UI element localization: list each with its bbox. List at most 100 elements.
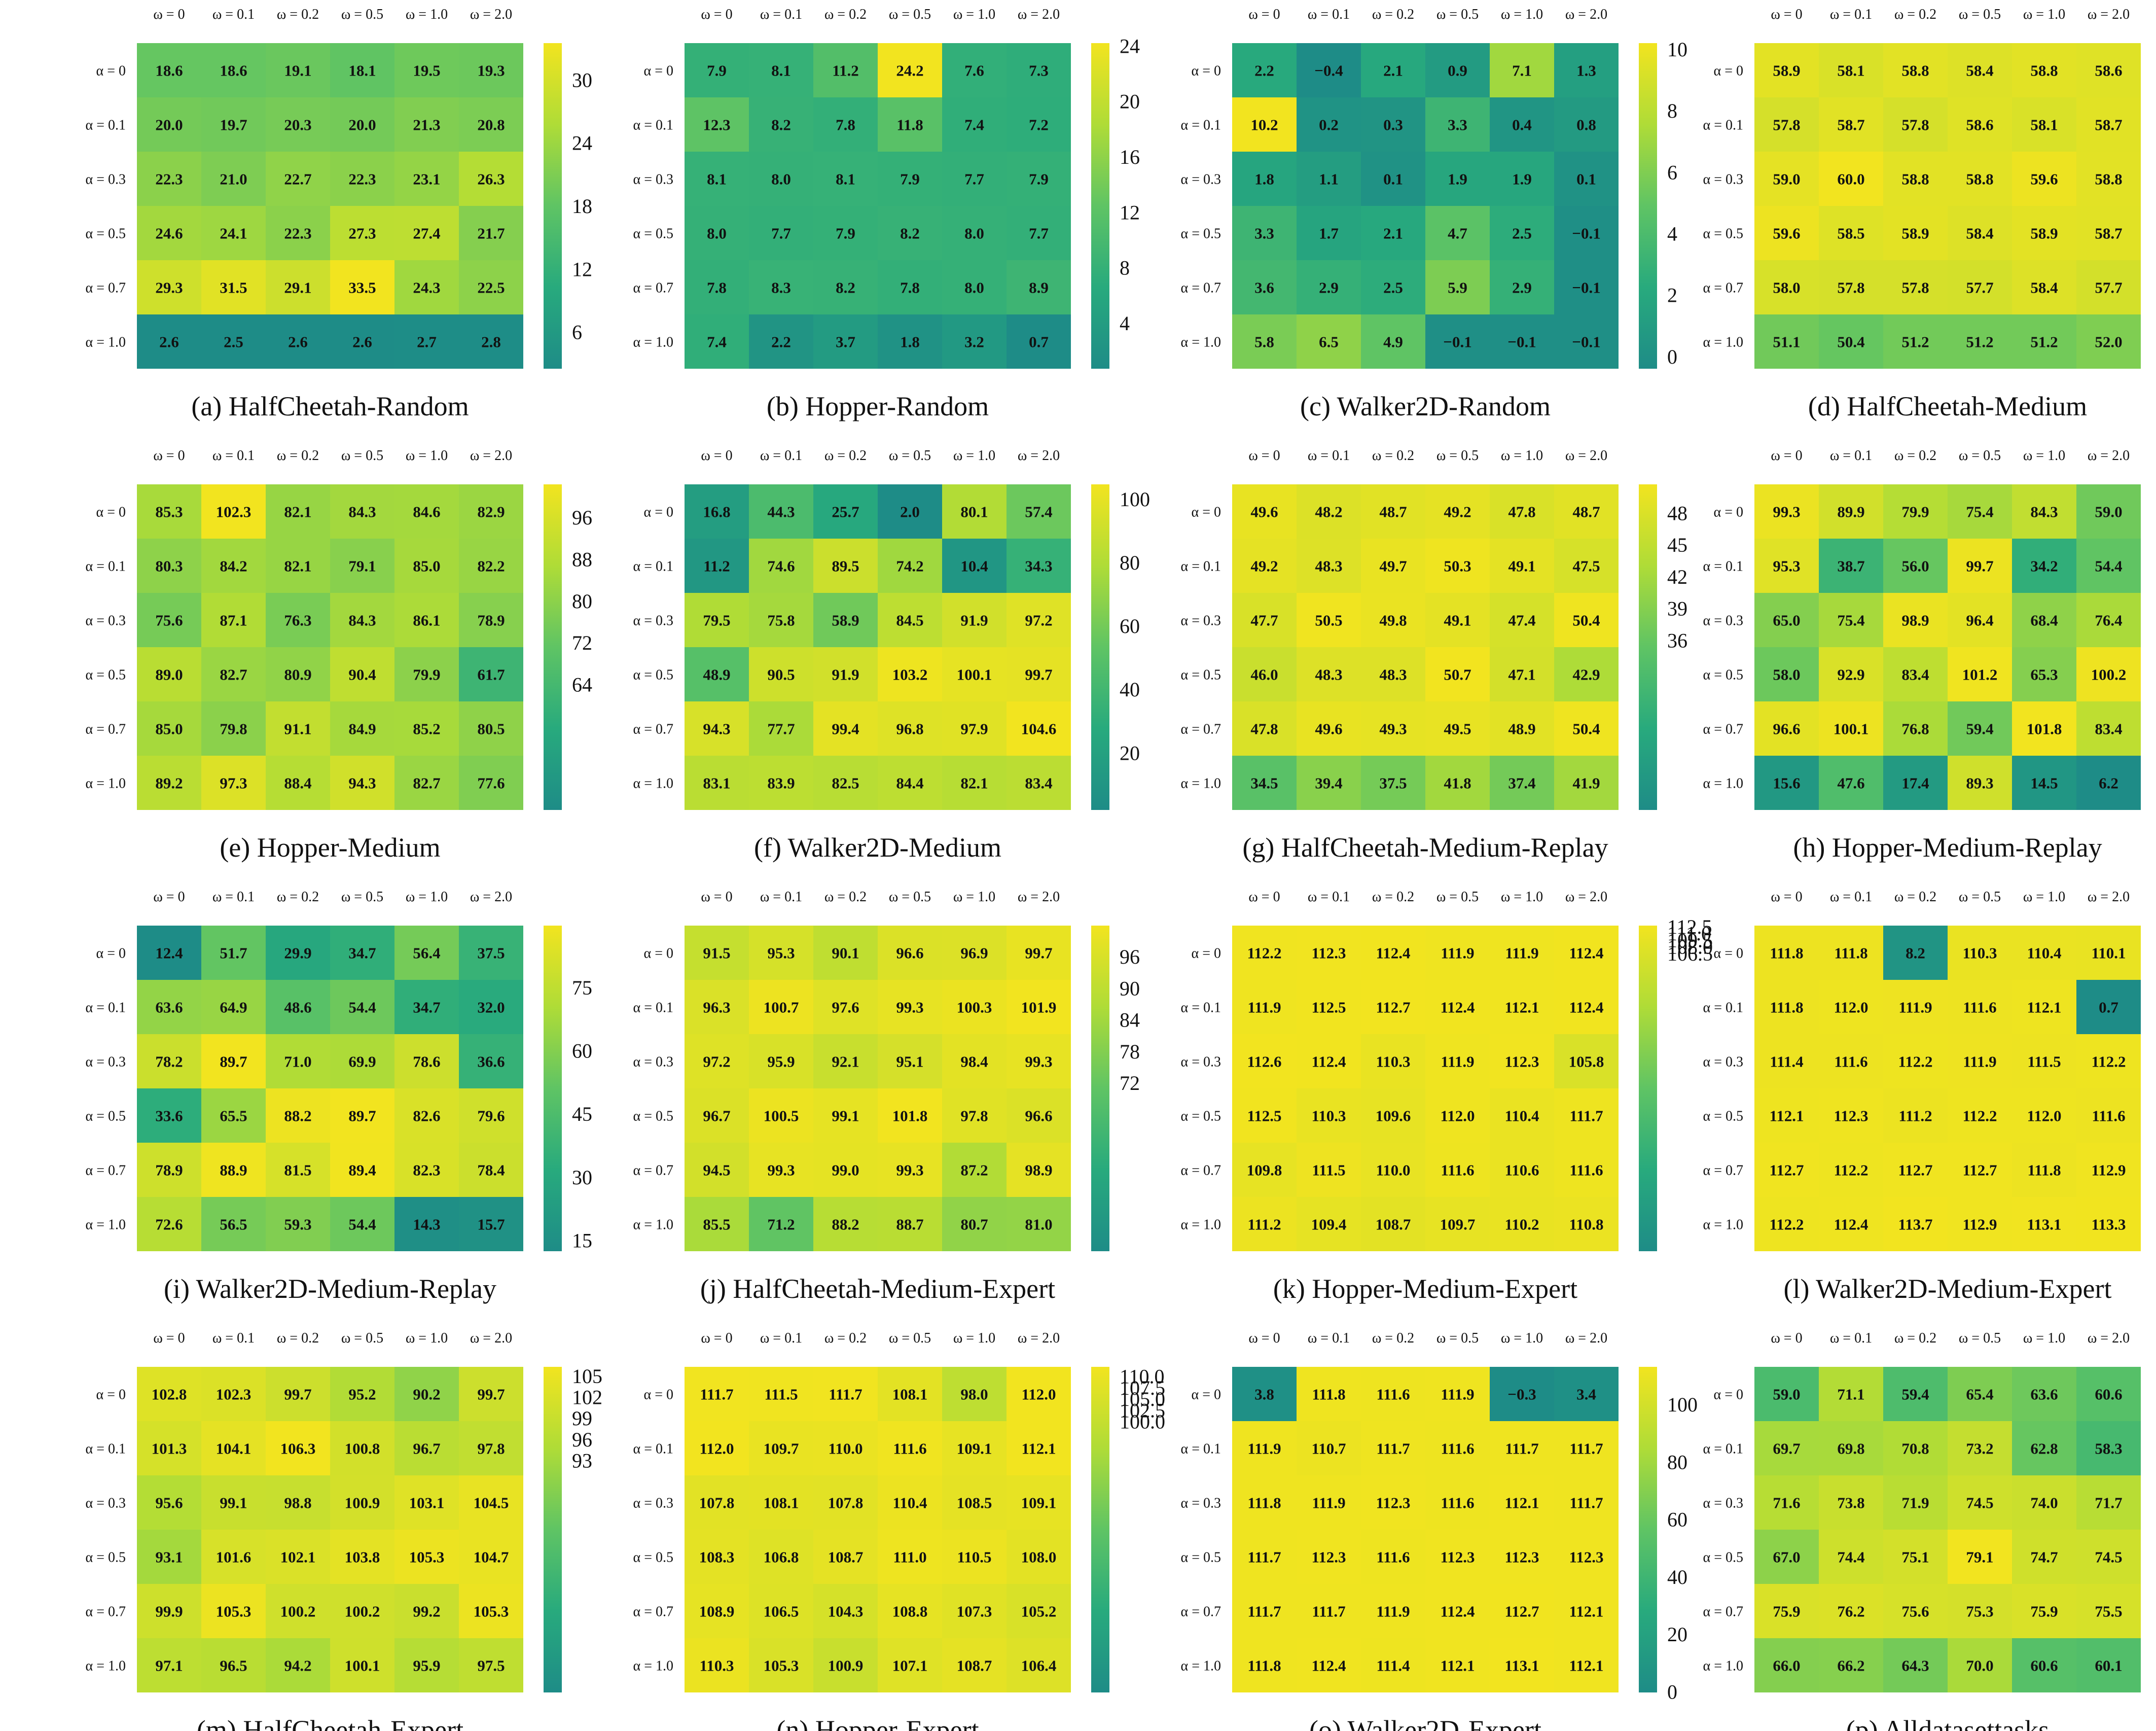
heatmap-cell	[137, 484, 201, 539]
heatmap-cell	[813, 539, 878, 593]
heatmap-cell	[1554, 1367, 1619, 1421]
cell-value-label: 7.4	[964, 116, 984, 134]
heatmap-panel: ω = 0 ω = 0.1 ω = 0.2 ω = 0.5 ω = 1.0 ω = 2.0…	[1703, 1330, 2141, 1731]
omega-tick-label: ω = 0.2	[277, 1330, 319, 1346]
colorbar-tick-label: 8	[1120, 257, 1130, 279]
heatmap-cell	[1819, 1475, 1883, 1530]
cell-value-label: 7.9	[836, 225, 855, 242]
cell-value-label: 83.4	[1901, 666, 1929, 684]
heatmap-cell	[394, 206, 459, 260]
heatmap-cell	[2076, 1584, 2141, 1638]
heatmap-cell	[394, 314, 459, 369]
alpha-tick-label: α = 1.0	[633, 1217, 673, 1233]
cell-value-label: 44.3	[767, 503, 795, 521]
cell-value-label: 56.0	[1901, 557, 1929, 575]
cell-value-label: 107.3	[957, 1603, 992, 1620]
cell-value-label: 8.2	[771, 116, 791, 134]
cell-value-label: 2.0	[900, 503, 920, 521]
colorbar-tick-label: 2	[1667, 284, 1677, 307]
cell-value-label: 7.7	[771, 225, 791, 242]
heatmap-cell	[266, 1421, 330, 1475]
cell-value-label: 99.1	[220, 1494, 247, 1512]
cell-value-label: 50.3	[1444, 557, 1471, 575]
heatmap-cell	[459, 593, 523, 647]
heatmap-cell	[685, 484, 749, 539]
heatmap-cell	[1297, 539, 1361, 593]
cell-value-label: 31.5	[220, 279, 247, 297]
cell-value-label: 37.4	[1508, 774, 1535, 792]
heatmap-cell	[459, 152, 523, 206]
colorbar	[1091, 43, 1109, 369]
cell-value-label: −0.4	[1314, 62, 1343, 80]
heatmap-cell	[942, 1530, 1007, 1584]
cell-value-label: 8.1	[707, 170, 727, 188]
heatmap-cell	[1554, 43, 1619, 97]
cell-value-label: 111.4	[1376, 1657, 1410, 1675]
cell-value-label: 89.9	[1837, 503, 1864, 521]
cell-value-label: 88.7	[896, 1216, 923, 1233]
cell-value-label: 80.3	[155, 557, 183, 575]
heatmap-cell	[942, 206, 1007, 260]
alpha-tick-label: α = 0.5	[1703, 1550, 1743, 1566]
cell-value-label: 95.3	[1773, 557, 1800, 575]
cell-value-label: 112.1	[2027, 999, 2061, 1016]
alpha-tick-label: α = 0.7	[1181, 722, 1221, 737]
cell-value-label: 59.0	[1773, 1386, 1800, 1403]
cell-value-label: 58.7	[2095, 116, 2122, 134]
heatmap-cell	[1361, 926, 1425, 980]
heatmap-cell	[394, 152, 459, 206]
cell-value-label: 49.6	[1250, 503, 1278, 521]
omega-tick-label: ω = 2.0	[1565, 448, 1607, 464]
heatmap-cell	[459, 647, 523, 701]
cell-value-label: 110.4	[1504, 1107, 1539, 1125]
alpha-tick-label: α = 1.0	[1181, 776, 1221, 792]
heatmap-cell	[1361, 1584, 1425, 1638]
heatmap-cell	[2012, 539, 2076, 593]
omega-tick-label: ω = 0.5	[889, 7, 931, 22]
alpha-tick-label: α = 0	[1192, 1387, 1221, 1403]
colorbar-tick-label: 105	[572, 1365, 602, 1388]
cell-value-label: 97.8	[477, 1440, 505, 1458]
cell-value-label: 8.3	[771, 279, 791, 297]
cell-value-label: 39.4	[1315, 774, 1342, 792]
alpha-tick-label: α = 1.0	[633, 335, 673, 350]
heatmap-cell	[1754, 701, 1819, 756]
omega-tick-label: ω = 2.0	[470, 889, 512, 905]
cell-value-label: 103.8	[345, 1548, 380, 1566]
cell-value-label: 95.1	[896, 1053, 923, 1071]
heatmap-cell	[1425, 593, 1490, 647]
cell-value-label: 58.8	[2095, 170, 2122, 188]
cell-value-label: 76.3	[284, 612, 311, 629]
heatmap-panel: ω = 0 ω = 0.1 ω = 0.2 ω = 0.5 ω = 1.0 ω = 2.0…	[633, 7, 1140, 421]
heatmap-cell	[2012, 980, 2076, 1034]
heatmap-cell	[1754, 1367, 1819, 1421]
heatmap-cell	[813, 206, 878, 260]
cell-value-label: 112.4	[1440, 999, 1475, 1016]
cell-value-label: 47.1	[1508, 666, 1535, 684]
heatmap-cell	[1007, 539, 1071, 593]
heatmap-cell	[1007, 593, 1071, 647]
heatmap-cell	[813, 701, 878, 756]
heatmap-cell	[2012, 701, 2076, 756]
heatmap-cell	[137, 1584, 201, 1638]
cell-value-label: 100.1	[957, 666, 992, 684]
alpha-tick-label: α = 1.0	[86, 776, 126, 792]
cell-value-label: 63.6	[2030, 1386, 2058, 1403]
cell-value-label: 100.1	[345, 1657, 380, 1675]
cell-value-label: 22.3	[284, 225, 311, 242]
heatmap-cell	[942, 647, 1007, 701]
heatmap-cell	[1883, 539, 1948, 593]
cell-value-label: 77.7	[767, 720, 795, 738]
heatmap-cell	[1554, 539, 1619, 593]
cell-value-label: 48.6	[284, 999, 311, 1016]
heatmap-cell	[1361, 647, 1425, 701]
heatmap-cell	[394, 1530, 459, 1584]
heatmap-cell	[685, 1143, 749, 1197]
colorbar	[544, 926, 562, 1251]
heatmap-cell	[1361, 1367, 1425, 1421]
colorbar-tick-label: 102	[572, 1386, 602, 1409]
cell-value-label: 34.5	[1250, 774, 1278, 792]
cell-value-label: 58.9	[1901, 225, 1929, 242]
cell-value-label: 100.9	[828, 1657, 864, 1675]
heatmap-cell	[1232, 152, 1297, 206]
